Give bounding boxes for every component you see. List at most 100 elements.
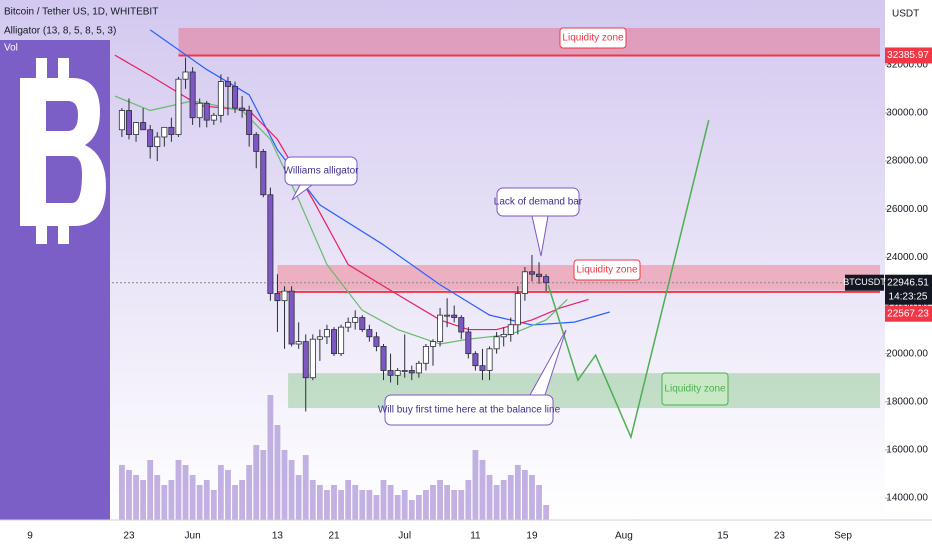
candle-body — [422, 346, 429, 364]
zone-label: Liquidity zone — [562, 33, 624, 44]
y-tick-label: 32000.00 — [886, 59, 928, 70]
candle-body — [125, 110, 132, 135]
candle-body — [500, 333, 507, 338]
volume-bar — [486, 475, 493, 520]
candle-body — [239, 107, 246, 111]
candle-body — [543, 276, 550, 284]
candle-body — [196, 102, 203, 119]
volume-bar — [366, 490, 373, 520]
candle-body — [415, 362, 422, 374]
candle-body — [168, 126, 175, 135]
chart-title: Bitcoin / Tether US, 1D, WHITEBIT — [4, 7, 158, 18]
volume-bar — [168, 480, 175, 520]
x-tick-label: 13 — [272, 531, 284, 542]
zone-label-box — [573, 259, 641, 281]
y-axis-label: USDT — [892, 9, 919, 20]
x-tick-label: 19 — [526, 531, 538, 542]
volume-bar — [352, 485, 359, 520]
candle-body — [486, 348, 493, 371]
volume-bar — [281, 450, 288, 520]
volume-bar — [302, 455, 309, 520]
candle-body — [408, 370, 415, 374]
callout-text: Will buy first time here at the balance … — [378, 405, 561, 416]
volume-bar — [437, 480, 443, 520]
plot-layer — [0, 27, 885, 520]
price-tag — [885, 274, 932, 305]
volume-bar — [493, 485, 500, 520]
candle-body — [451, 314, 458, 318]
x-tick-label: Sep — [834, 531, 852, 542]
candle-body — [288, 290, 295, 345]
volume-bar — [451, 490, 458, 520]
indicator-label: Vol — [4, 43, 18, 54]
volume-bar — [267, 395, 274, 520]
candle-body — [189, 71, 196, 119]
volume-bar — [401, 490, 408, 520]
candle-body — [493, 336, 500, 350]
candle-body — [281, 290, 288, 302]
volume-bar — [430, 485, 436, 520]
x-tick-label: 15 — [717, 531, 729, 542]
candle-body — [479, 365, 486, 371]
candle-body — [394, 370, 401, 376]
bitcoin-logo — [20, 58, 106, 244]
candle-body — [175, 78, 182, 135]
callout-tail — [291, 184, 313, 201]
candle-body — [295, 341, 302, 345]
callout-cover — [498, 189, 578, 215]
volume-bar — [133, 475, 139, 520]
callout-cover — [386, 396, 552, 424]
zone-label-box — [661, 372, 729, 406]
volume-bar — [154, 475, 161, 520]
volume-bar — [203, 480, 210, 520]
x-tick-label: 23 — [123, 531, 135, 542]
volume-bar — [316, 485, 323, 520]
candle-body — [465, 331, 472, 355]
y-tick-label: 18000.00 — [886, 396, 928, 407]
candle-body — [133, 122, 140, 135]
candle-body — [302, 341, 309, 379]
volume-bar — [408, 500, 415, 520]
candle-body — [232, 86, 239, 109]
candle-body — [387, 370, 394, 376]
volume-bar — [479, 460, 486, 520]
volume-bar — [514, 465, 521, 520]
candle-body — [161, 126, 168, 138]
volume-bar — [119, 465, 125, 520]
callout-tail — [529, 329, 567, 396]
volume-bar — [126, 470, 132, 520]
volume-bar — [373, 495, 380, 520]
zone-label: Liquidity zone — [664, 384, 726, 395]
volume-bar — [274, 425, 281, 520]
candle-body — [182, 71, 189, 80]
callout-text: Lack of demand bar — [494, 197, 583, 208]
zone-label: Liquidity zone — [576, 265, 638, 276]
candle-body — [429, 341, 436, 347]
symbol-tag — [845, 274, 884, 291]
y-tick-label: 22000.00 — [886, 300, 928, 311]
candle-body — [458, 317, 465, 333]
candle-body — [316, 336, 323, 340]
y-tick-label: 20000.00 — [886, 348, 928, 359]
candle-body — [507, 324, 514, 335]
candle-body — [267, 194, 274, 294]
volume-bar — [253, 445, 260, 520]
candle-body — [246, 110, 253, 135]
candle-body — [253, 134, 260, 152]
volume-bar — [182, 465, 189, 520]
candle-body — [359, 317, 366, 330]
volume-bar — [444, 485, 451, 520]
x-tick-label: 9 — [27, 531, 33, 542]
volume-bar — [500, 480, 507, 520]
candle-body — [118, 110, 125, 131]
candle-body — [210, 114, 217, 121]
candle-body — [366, 329, 373, 338]
volume-bar — [210, 490, 217, 520]
candle-body — [338, 326, 345, 355]
price-tag-countdown: 14:23:25 — [889, 291, 928, 302]
volume-bar — [175, 460, 182, 520]
candle-body — [260, 151, 267, 196]
candle-body — [309, 338, 316, 379]
